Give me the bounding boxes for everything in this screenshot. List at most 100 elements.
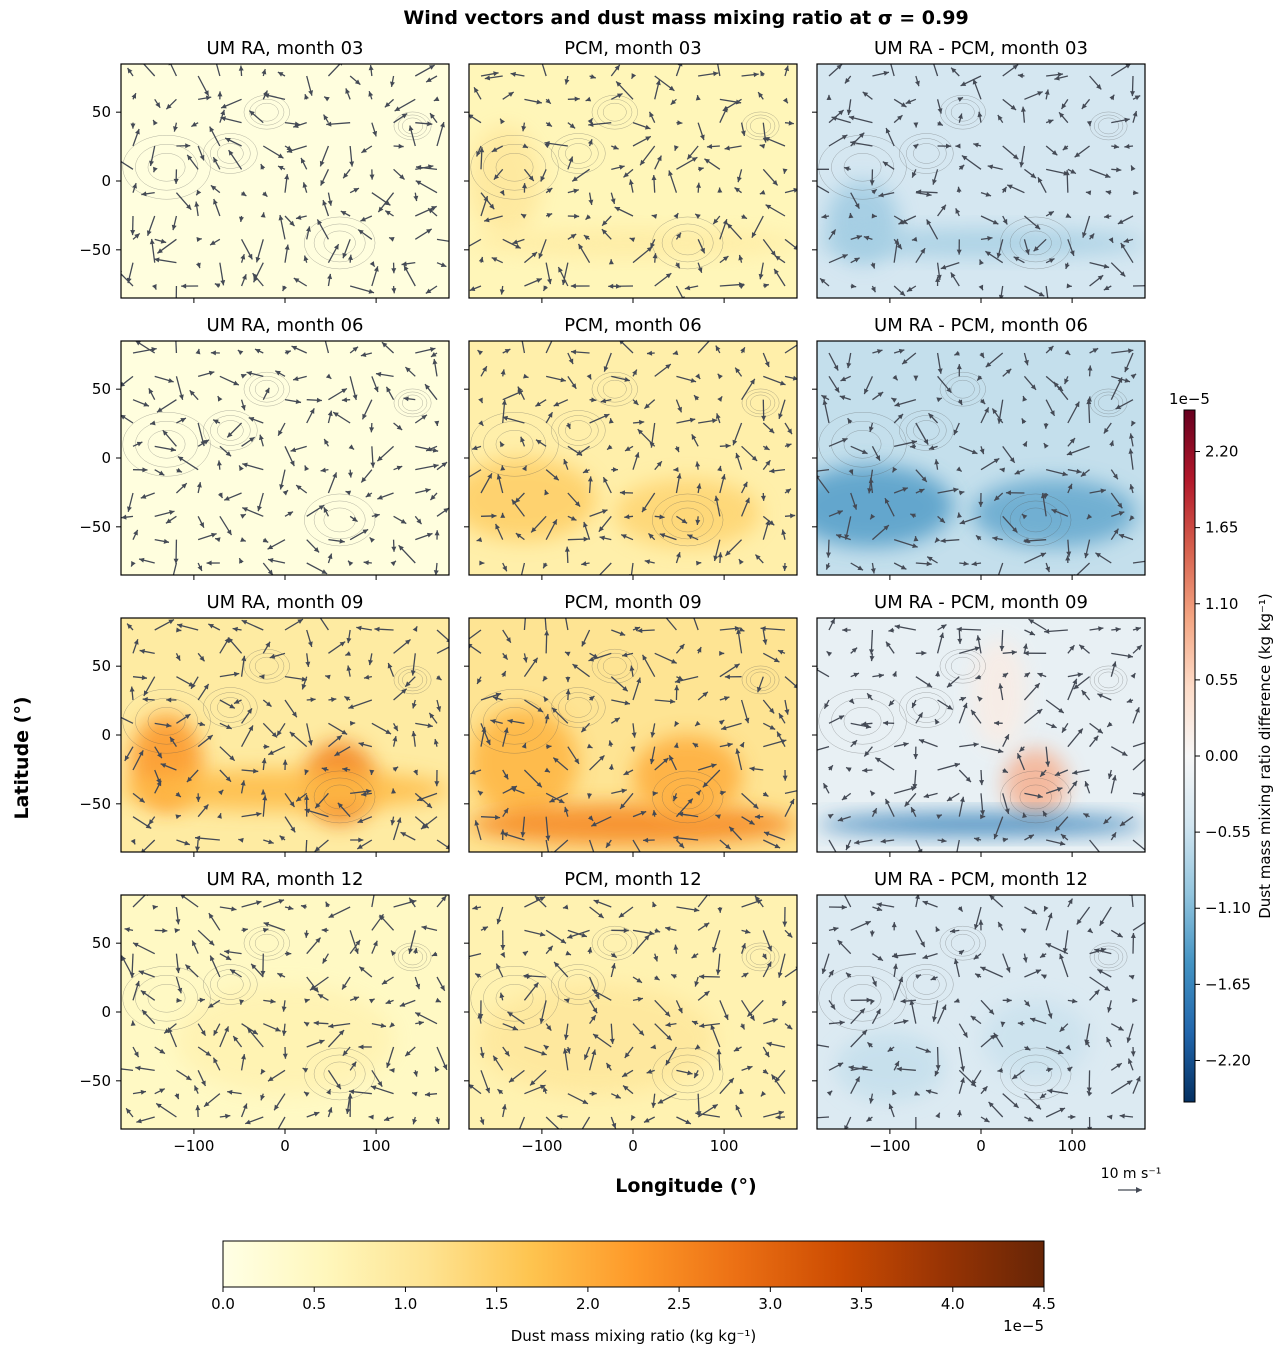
- wind-vector-head: [1135, 626, 1141, 632]
- wind-vector-head: [603, 477, 608, 483]
- wind-vector-head: [857, 565, 864, 571]
- wind-vector-head: [830, 618, 835, 625]
- wind-vector-head: [262, 191, 268, 197]
- wind-vector-head: [338, 1030, 345, 1036]
- wind-vector-head: [148, 819, 154, 825]
- wind-vector-head: [346, 637, 352, 644]
- wind-vector-head: [760, 495, 766, 501]
- wind-vector-head: [501, 399, 507, 405]
- wind-vector-head: [728, 1078, 734, 1084]
- wind-vector-head: [1148, 917, 1154, 922]
- wind-vector-head: [955, 208, 961, 214]
- wind-vector-head: [1065, 555, 1071, 561]
- wind-vector-head: [142, 467, 148, 473]
- wind-vector-head: [289, 220, 295, 227]
- wind-vector-head: [1120, 242, 1126, 249]
- wind-vector-head: [450, 644, 456, 649]
- wind-vector: [518, 1116, 526, 1129]
- wind-vector-head: [208, 370, 215, 376]
- wind-vector-head: [357, 818, 364, 823]
- wind-vector-head: [927, 556, 933, 562]
- wind-vector-head: [871, 286, 876, 293]
- wind-vector-head: [377, 1081, 383, 1087]
- wind-vector-head: [1118, 511, 1125, 516]
- wind-vector-head: [603, 366, 609, 372]
- wind-vector-head: [888, 627, 894, 633]
- topography-contour: [1098, 671, 1120, 689]
- wind-vector-head: [867, 693, 873, 699]
- wind-vector-head: [1072, 780, 1078, 787]
- wind-vector-head: [327, 410, 333, 417]
- wind-vector-head: [478, 397, 483, 404]
- wind-vector-head: [585, 96, 592, 102]
- wind-vector-head: [850, 283, 857, 289]
- wind-vector-head: [977, 111, 983, 118]
- wind-vector-head: [239, 465, 244, 472]
- wind-vector-head: [475, 973, 481, 979]
- wind-vector-head: [782, 775, 788, 781]
- y-tick-label: 50: [92, 657, 111, 675]
- wind-vector-head: [1043, 443, 1049, 449]
- topography-contour: [939, 94, 986, 130]
- wind-vector-head: [208, 913, 214, 919]
- wind-vector-head: [314, 846, 321, 852]
- wind-vector-head: [352, 394, 358, 400]
- topography-contour: [313, 777, 366, 817]
- wind-vector-head: [834, 387, 840, 393]
- wind-vector-head: [695, 1044, 701, 1050]
- wind-vector-head: [649, 758, 655, 765]
- wind-vector-head: [926, 191, 932, 197]
- panel-title: PCM, month 12: [564, 869, 701, 890]
- wind-vector-head: [500, 951, 505, 958]
- wind-vector-head: [564, 79, 570, 85]
- wind-vector-head: [1087, 927, 1093, 933]
- wind-vector-head: [545, 98, 551, 104]
- wind-vector-head: [696, 182, 702, 188]
- wind-vector-head: [725, 443, 731, 449]
- wind-vector-head: [121, 955, 127, 962]
- y-tick-label: 0: [101, 172, 111, 190]
- wind-vector-head: [443, 508, 449, 513]
- wind-vector-head: [1045, 566, 1051, 573]
- colorbar-diff-tick-label: −0.55: [1205, 823, 1251, 841]
- wind-vector-head: [1009, 457, 1015, 463]
- wind-vector-head: [940, 204, 946, 211]
- topography-contour: [397, 668, 428, 692]
- wind-vector-head: [361, 147, 367, 153]
- wind-vector-head: [913, 122, 919, 128]
- wind-vector-head: [1035, 1104, 1041, 1110]
- wind-vector: [817, 1044, 830, 1048]
- wind-vector-head: [1080, 471, 1087, 477]
- topography-contour: [831, 420, 895, 468]
- topography-contour: [1098, 117, 1120, 135]
- wind-vector-head: [259, 674, 265, 680]
- wind-vector-head: [1115, 404, 1122, 410]
- wind-vector-head: [988, 1009, 994, 1015]
- wind-vector-head: [544, 767, 550, 773]
- wind-vector-head: [1023, 538, 1029, 544]
- wind-vector-head: [515, 533, 522, 539]
- wind-vector-head: [565, 950, 571, 956]
- wind-vector-head: [270, 998, 276, 1004]
- wind-vector-head: [365, 492, 372, 498]
- wind-vector: [175, 341, 178, 354]
- wind-vector-head: [926, 561, 932, 567]
- wind-vector-head: [139, 797, 145, 803]
- wind-vector-head: [988, 1101, 994, 1108]
- wind-vector-head: [738, 254, 744, 261]
- wind-vector: [1132, 839, 1145, 851]
- wind-vector-head: [946, 387, 952, 393]
- wind-vector-head: [135, 980, 140, 987]
- wind-vector-head: [840, 376, 847, 382]
- wind-vector-head: [622, 652, 628, 658]
- wind-vector-head: [975, 535, 982, 541]
- wind-vector-head: [1118, 533, 1125, 539]
- wind-vector-head: [157, 752, 162, 759]
- wind-vector-head: [500, 945, 506, 951]
- topography-contour: [483, 974, 547, 1022]
- wind-vector-head: [754, 814, 760, 820]
- quiver-key: 10 m s⁻¹: [1101, 1166, 1161, 1193]
- wind-vector-head: [768, 427, 775, 434]
- wind-vector-head: [342, 767, 348, 772]
